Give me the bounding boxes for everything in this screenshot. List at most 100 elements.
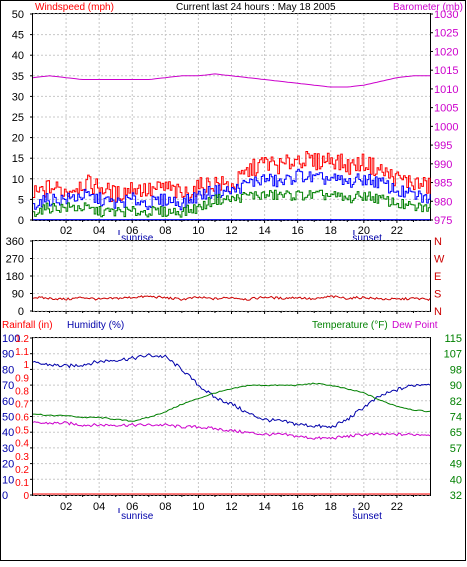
x-tick-label: 10 (192, 225, 204, 237)
compass-tick-label: S (434, 289, 441, 301)
humidity-tick-label: 70 (2, 380, 14, 392)
rainfall-tick-label: 0.9 (15, 373, 29, 384)
rainfall-tick-label: 0.2 (15, 465, 29, 476)
barometer-tick-label: 985 (434, 178, 452, 190)
rainfall-tick-label: 1.1 (15, 347, 29, 358)
x-tick-label: 20 (358, 225, 370, 237)
rainfall-tick-label: 0.8 (15, 386, 29, 397)
x-tick-label: 16 (292, 501, 304, 513)
windspeed-tick-label: 20 (12, 133, 24, 145)
x-tick-label: 04 (93, 501, 105, 513)
barometer-tick-label: 975 (434, 215, 452, 227)
wind-average-line (33, 168, 431, 211)
windspeed-tick-label: 25 (12, 112, 24, 124)
x-tick-label: 22 (391, 501, 403, 513)
barometer-tick-label: 990 (434, 159, 452, 171)
direction-tick-label: 0 (18, 306, 24, 318)
humidity-tick-label: 20 (2, 459, 14, 471)
humidity-axis-label: Humidity (%) (67, 320, 124, 331)
x-tick-label: 22 (391, 225, 403, 237)
humidity-tick-label: 80 (2, 364, 14, 376)
compass-tick-label: E (434, 271, 441, 283)
humidity-tick-label: 40 (2, 427, 14, 439)
barometer-tick-label: 1000 (434, 121, 458, 133)
temperature-tick-label: 82 (450, 396, 462, 408)
rainfall-tick-label: 0.1 (15, 478, 29, 489)
barometer-axis-label: Barometer (mb) (393, 2, 463, 13)
windspeed-tick-label: 35 (12, 71, 24, 83)
humidity-tick-label: 10 (2, 474, 14, 486)
windspeed-tick-label: 10 (12, 174, 24, 186)
chart-title: Current last 24 hours : May 18 2005 (176, 2, 336, 13)
wind-minimum-line (33, 189, 431, 218)
x-tick-label: 02 (60, 225, 72, 237)
dewpoint-line (32, 421, 431, 440)
rainfall-tick-label: 0.7 (15, 399, 29, 410)
humidity-tick-label: 100 (2, 333, 20, 345)
windspeed-tick-label: 40 (12, 50, 24, 62)
temperature-tick-label: 57 (450, 443, 462, 455)
barometer-tick-label: 1005 (434, 103, 458, 115)
direction-tick-label: 180 (6, 271, 24, 283)
sunset-label: sunset (352, 511, 382, 522)
x-tick-label: 16 (292, 225, 304, 237)
temperature-axis-label: Temperature (°F) (312, 320, 388, 331)
x-tick-label: 06 (126, 501, 138, 513)
x-tick-label: 10 (192, 501, 204, 513)
humidity-tick-label: 50 (2, 412, 14, 424)
temperature-line (33, 382, 431, 422)
barometer-tick-label: 980 (434, 196, 452, 208)
rainfall-tick-label: 0.4 (15, 439, 29, 450)
temperature-tick-label: 74 (450, 412, 462, 424)
compass-tick-label: W (434, 254, 445, 266)
rainfall-tick-label: 0.3 (15, 452, 29, 463)
temperature-tick-label: 32 (450, 490, 462, 502)
x-tick-label: 14 (258, 225, 270, 237)
humidity-line (32, 353, 431, 429)
x-tick-label: 04 (93, 225, 105, 237)
x-tick-label: 14 (258, 501, 270, 513)
windspeed-axis-label: Windspeed (mph) (35, 2, 114, 13)
sunset-label: sunset (352, 233, 382, 244)
rainfall-tick-label: 1.2 (15, 334, 29, 345)
sunrise-label: sunrise (121, 511, 154, 522)
direction-tick-label: 90 (12, 289, 24, 301)
x-tick-label: 12 (225, 501, 237, 513)
barometer-tick-label: 1015 (434, 65, 458, 77)
barometer-tick-label: 1010 (434, 84, 458, 96)
rainfall-tick-label: 0.5 (15, 426, 29, 437)
x-tick-label: 02 (60, 501, 72, 513)
rainfall-axis-label: Rainfall (in) (2, 320, 53, 331)
humidity-tick-label: 0 (2, 490, 8, 502)
windspeed-tick-label: 45 (12, 30, 24, 42)
temperature-tick-label: 40 (450, 474, 462, 486)
rainfall-tick-label: 1 (23, 360, 29, 371)
windspeed-tick-label: 5 (18, 194, 24, 206)
temperature-tick-label: 65 (450, 427, 462, 439)
temperature-tick-label: 115 (444, 333, 462, 345)
barometer-tick-label: 995 (434, 140, 452, 152)
x-tick-label: 06 (126, 225, 138, 237)
x-tick-label: 08 (159, 501, 171, 513)
dewpoint-axis-label: Dew Point (392, 320, 438, 331)
humidity-tick-label: 90 (2, 349, 14, 361)
windspeed-tick-label: 50 (12, 9, 24, 21)
x-tick-label: 20 (358, 501, 370, 513)
x-tick-label: 18 (325, 225, 337, 237)
windspeed-tick-label: 0 (18, 215, 24, 227)
barometer-tick-label: 1030 (434, 9, 458, 21)
humidity-tick-label: 60 (2, 396, 14, 408)
compass-tick-label: N (434, 306, 442, 318)
barometer-tick-label: 1025 (434, 28, 458, 40)
temperature-tick-label: 107 (444, 349, 462, 361)
temperature-tick-label: 49 (450, 459, 462, 471)
rainfall-tick-label: 0 (23, 491, 29, 502)
humidity-tick-label: 30 (2, 443, 14, 455)
x-tick-label: 08 (159, 225, 171, 237)
rainfall-tick-label: 0.6 (15, 413, 29, 424)
temperature-tick-label: 98 (450, 364, 462, 376)
sunrise-label: sunrise (121, 233, 154, 244)
